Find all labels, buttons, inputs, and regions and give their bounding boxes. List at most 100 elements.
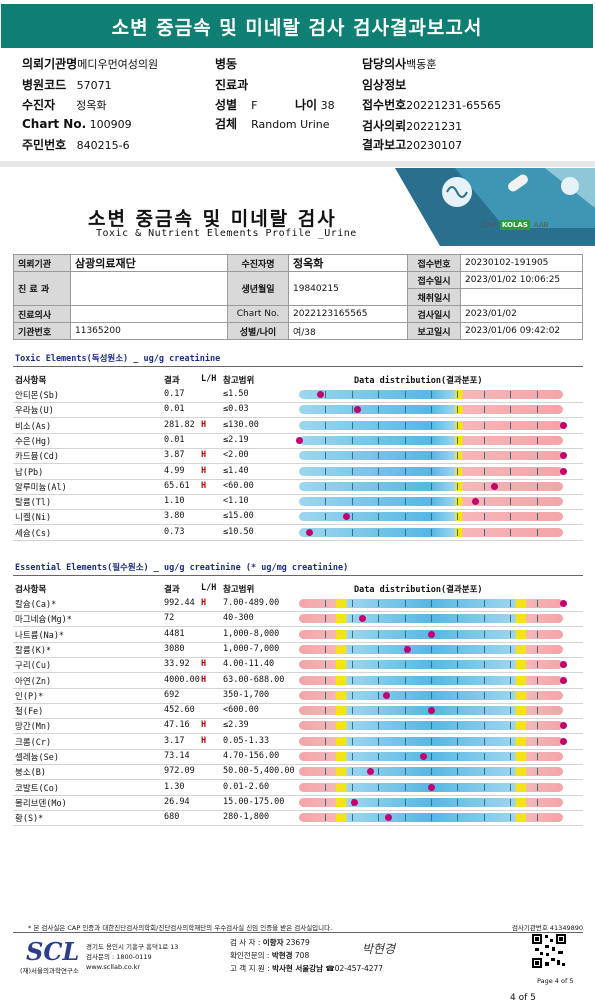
- info-row: 기관번호 11365200 성별/나이 여/38 보고일시 2023/01/06…: [13, 322, 583, 340]
- bar-tick: [483, 615, 485, 623]
- high-low-flag: H: [201, 419, 207, 430]
- result-marker: [427, 707, 435, 715]
- essential-section-title: Essential Elements(필수원소) _ ug/g creatini…: [15, 563, 349, 573]
- bar-tick: [378, 513, 380, 521]
- bar-tick: [404, 722, 406, 730]
- summary-key: 검사의뢰: [362, 119, 407, 133]
- result-value: 1.10: [164, 496, 185, 507]
- bar-tick: [325, 737, 327, 745]
- bar-tick: [351, 467, 353, 475]
- result-row: 카드뮴(Cd) 3.87 H <2.00: [13, 448, 583, 463]
- element-name: 인(P)*: [15, 691, 44, 702]
- summary-key: 담당의사: [362, 57, 407, 71]
- info-key: 진 료 과: [13, 271, 71, 306]
- bar-tick: [404, 528, 406, 536]
- bar-tick: [378, 722, 380, 730]
- lab-address: 경기도 용인시 기흥구 흥덕1로 13 검사문의 : 1800-0119 www…: [86, 942, 178, 972]
- bar-tick: [457, 528, 459, 536]
- row-divider: [13, 447, 583, 449]
- bar-tick: [483, 452, 485, 460]
- bar-tick: [325, 753, 327, 760]
- bar-tick: [457, 691, 459, 699]
- bar-tick: [351, 482, 353, 490]
- result-row: 인(P)* 692 350-1,700: [13, 688, 583, 703]
- distribution-bar: [299, 782, 563, 792]
- result-value: 992.44: [164, 598, 195, 608]
- scl-logo-subtitle: (재)서울의과학연구소: [20, 967, 79, 975]
- bar-tick: [378, 645, 380, 653]
- reference-range: <600.00: [223, 705, 259, 716]
- bar-tick: [378, 814, 380, 822]
- element-name: 비소(As): [15, 421, 52, 432]
- bar-tick: [483, 630, 485, 638]
- high-low-flag: H: [201, 735, 207, 746]
- reference-range: ≤2.39: [223, 720, 249, 731]
- element-name: 아연(Zn): [15, 676, 52, 687]
- bar-tick: [483, 676, 485, 684]
- header-result: 결과: [164, 585, 180, 595]
- header-dist: Data distribution(결과분포): [354, 376, 483, 386]
- bar-tick: [457, 737, 459, 745]
- summary-key: 병동: [215, 57, 238, 71]
- signature: 박현경: [362, 942, 396, 956]
- staff-name: 박현경: [271, 951, 293, 960]
- bar-tick: [378, 661, 380, 669]
- element-name: 알루미늄(Al): [15, 482, 67, 493]
- result-value: 65.61: [164, 480, 190, 491]
- bar-tick: [536, 783, 538, 791]
- bar-tick: [510, 528, 512, 536]
- summary-field: 접수번호20221231-65565: [362, 96, 501, 113]
- bar-tick: [431, 600, 432, 607]
- distribution-bar: [299, 752, 563, 761]
- row-divider: [13, 702, 583, 704]
- bar-tick: [404, 452, 406, 460]
- result-value: 33.92: [164, 659, 190, 670]
- info-value: [460, 288, 583, 306]
- report-banner: 소변 중금속 및 미네랄 검사 검사결과보고서: [1, 4, 593, 48]
- bar-tick: [351, 661, 353, 669]
- bar-tick: [351, 391, 353, 398]
- info-key: 접수번호: [407, 254, 461, 272]
- result-marker: [316, 391, 324, 398]
- info-key: Chart No.: [227, 305, 289, 323]
- result-row: 우라늄(U) 0.01 ≤0.03: [13, 402, 583, 417]
- result-marker: [559, 467, 567, 475]
- certification-logos: CAP KOLAS AAB: [482, 220, 548, 230]
- result-value: 0.17: [164, 389, 185, 399]
- info-value: [70, 305, 228, 323]
- result-value: 0.01: [164, 434, 185, 445]
- bar-tick: [510, 645, 512, 653]
- bar-tick: [378, 528, 380, 536]
- bar-tick: [431, 661, 432, 669]
- bar-tick: [510, 436, 512, 444]
- bar-tick: [536, 498, 538, 506]
- bar-tick: [404, 406, 406, 414]
- summary-field: 병동: [215, 55, 237, 72]
- bar-tick: [325, 600, 327, 607]
- reference-range: <60.00: [223, 480, 254, 491]
- reference-range: 40-300: [223, 613, 254, 624]
- result-marker: [382, 691, 390, 699]
- bar-tick: [431, 406, 432, 414]
- result-row: 나트륨(Na)* 4481 1,000-8,000: [13, 627, 583, 642]
- bar-tick: [536, 482, 538, 490]
- report-title: 소변 중금속 및 미네랄 검사: [88, 208, 337, 230]
- result-row: 안티몬(Sb) 0.17 ≤1.50: [13, 387, 583, 402]
- element-name: 안티몬(Sb): [15, 391, 59, 401]
- bar-tick: [536, 630, 538, 638]
- bar-tick: [457, 421, 459, 429]
- section-divider: [0, 161, 595, 167]
- bar-tick: [483, 722, 485, 730]
- bar-tick: [378, 707, 380, 715]
- distribution-bar: [295, 435, 563, 445]
- summary-value: 20221231: [406, 120, 463, 133]
- bar-tick: [536, 753, 538, 760]
- summary-value: 840215-6: [76, 139, 130, 152]
- info-row: 진료의사 Chart No. 2022123165565 검사일시 2023/0…: [13, 305, 583, 323]
- row-divider: [13, 611, 583, 612]
- summary-field: 진료과: [215, 76, 248, 93]
- page-indicator-small: Page 4 of 5: [537, 977, 574, 985]
- bar-tick: [325, 528, 327, 536]
- bar-tick: [351, 737, 353, 745]
- result-marker: [427, 783, 435, 791]
